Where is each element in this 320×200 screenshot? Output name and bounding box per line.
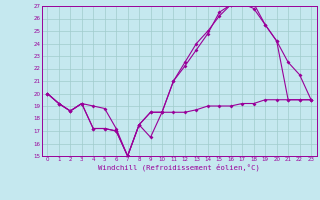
- X-axis label: Windchill (Refroidissement éolien,°C): Windchill (Refroidissement éolien,°C): [98, 164, 260, 171]
